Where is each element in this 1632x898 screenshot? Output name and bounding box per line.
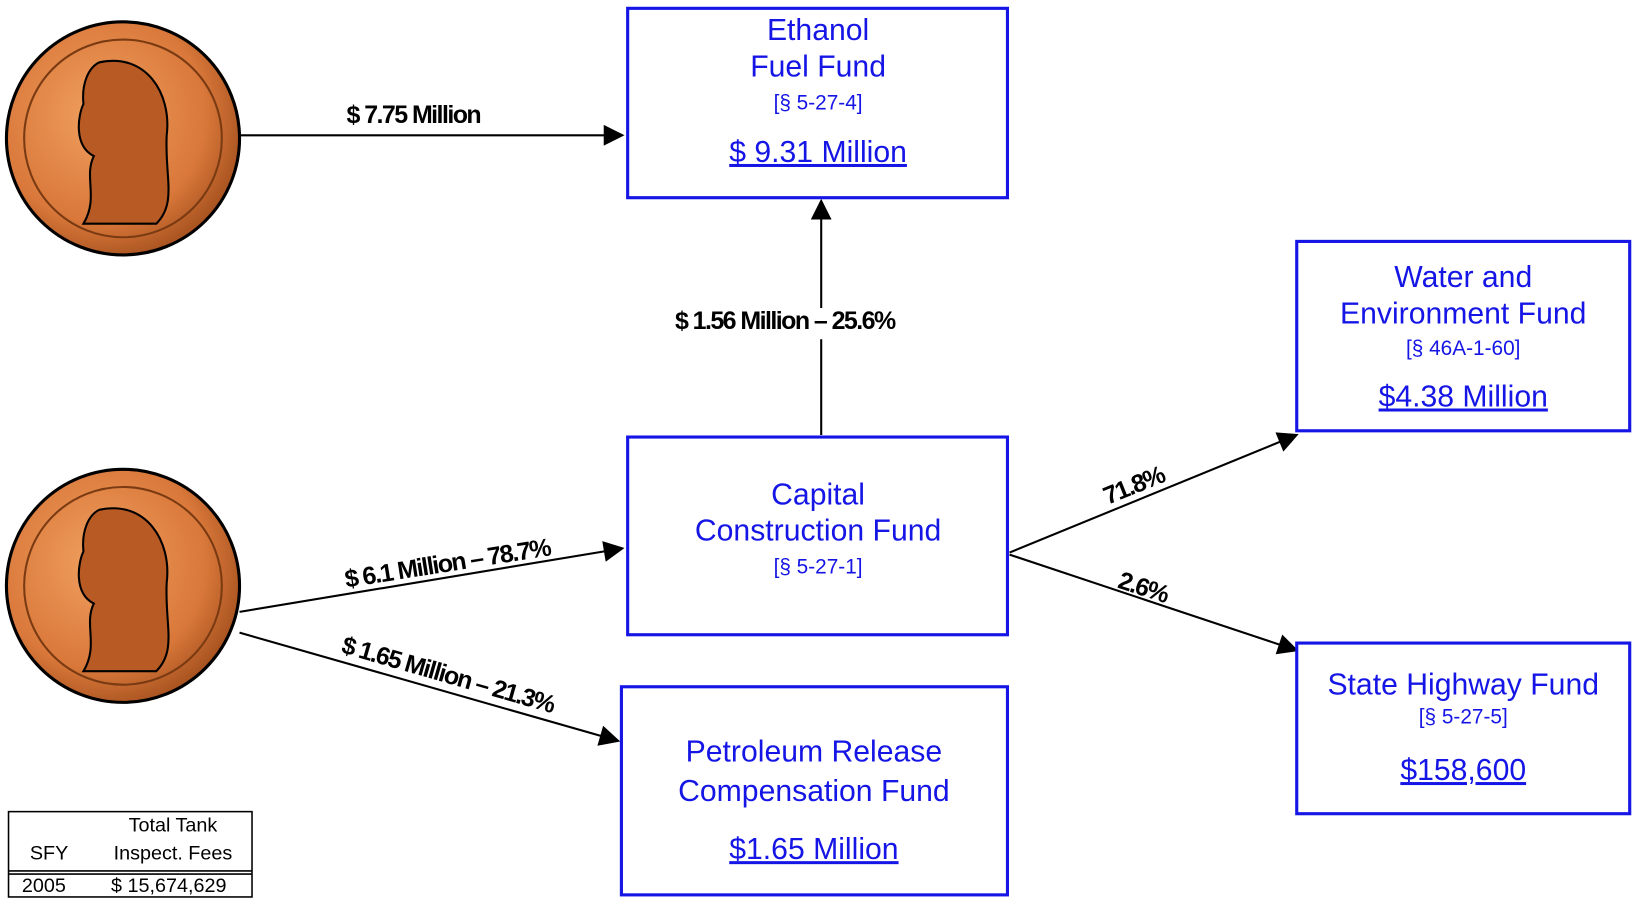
box xyxy=(1295,239,1632,433)
fund-amount[interactable]: $1.65 Million xyxy=(729,833,898,866)
fund-title: Construction Fund xyxy=(695,515,941,548)
fund-box: Ethanol Fuel Fund [§ 5-27-4] $ 9.31 Mill… xyxy=(626,6,1010,200)
table-header: Total Tank xyxy=(129,814,218,836)
fee-table: SFY Total Tank Inspect. Fees 2005 $ 15,6… xyxy=(7,810,253,898)
arrow xyxy=(239,541,625,613)
edge-label: $ 1.56 Million – 25.6% xyxy=(675,307,896,335)
fund-title: Fuel Fund xyxy=(750,51,886,84)
edge-label: 71.8% xyxy=(1099,460,1169,510)
fund-box: Water and Environment Fund [§ 46A-1-60] … xyxy=(1295,239,1632,433)
penny xyxy=(4,467,242,704)
fund-citation: [§ 5-27-1] xyxy=(774,556,863,579)
table-cell: 2005 xyxy=(22,875,66,897)
table-border xyxy=(7,810,253,898)
fund-amount[interactable]: $158,600 xyxy=(1400,754,1526,787)
fund-citation: [§ 5-27-5] xyxy=(1419,705,1508,728)
fund-title: Capital xyxy=(771,478,865,511)
edge-label: $ 6.1 Million – 78.7% xyxy=(343,533,553,593)
table-cell: $ 15,674,629 xyxy=(111,875,226,897)
arrow xyxy=(1009,553,1299,655)
table-header: SFY xyxy=(30,843,68,865)
fund-amount[interactable]: $4.38 Million xyxy=(1379,381,1548,414)
label-background xyxy=(653,308,914,340)
penny xyxy=(4,20,242,257)
edge-label: $ 7.75 Million xyxy=(347,101,481,129)
box xyxy=(619,685,1010,897)
fund-title: Ethanol xyxy=(767,14,869,47)
fund-title: Environment Fund xyxy=(1340,297,1586,330)
arrow xyxy=(1009,432,1299,554)
fund-citation: [§ 5-27-4] xyxy=(774,92,863,115)
fund-title: Petroleum Release xyxy=(686,735,942,768)
fund-title: Compensation Fund xyxy=(678,775,950,808)
edge-label: 2.6% xyxy=(1115,566,1173,609)
box xyxy=(626,6,1010,200)
fund-citation: [§ 46A-1-60] xyxy=(1406,337,1520,360)
fund-title: State Highway Fund xyxy=(1327,669,1599,702)
table-header: Inspect. Fees xyxy=(114,843,233,865)
fund-amount[interactable]: $ 9.31 Million xyxy=(729,136,907,169)
fund-box: Petroleum Release Compensation Fund $1.6… xyxy=(619,685,1010,897)
box xyxy=(626,435,1010,637)
arrow xyxy=(239,631,621,746)
box xyxy=(1295,641,1632,816)
fund-title: Water and xyxy=(1394,261,1532,294)
fund-box: Capital Construction Fund [§ 5-27-1] xyxy=(626,435,1010,637)
fund-box: State Highway Fund [§ 5-27-5] $158,600 xyxy=(1295,641,1632,816)
edge-label: $ 1.65 Million – 21.3% xyxy=(339,631,559,719)
